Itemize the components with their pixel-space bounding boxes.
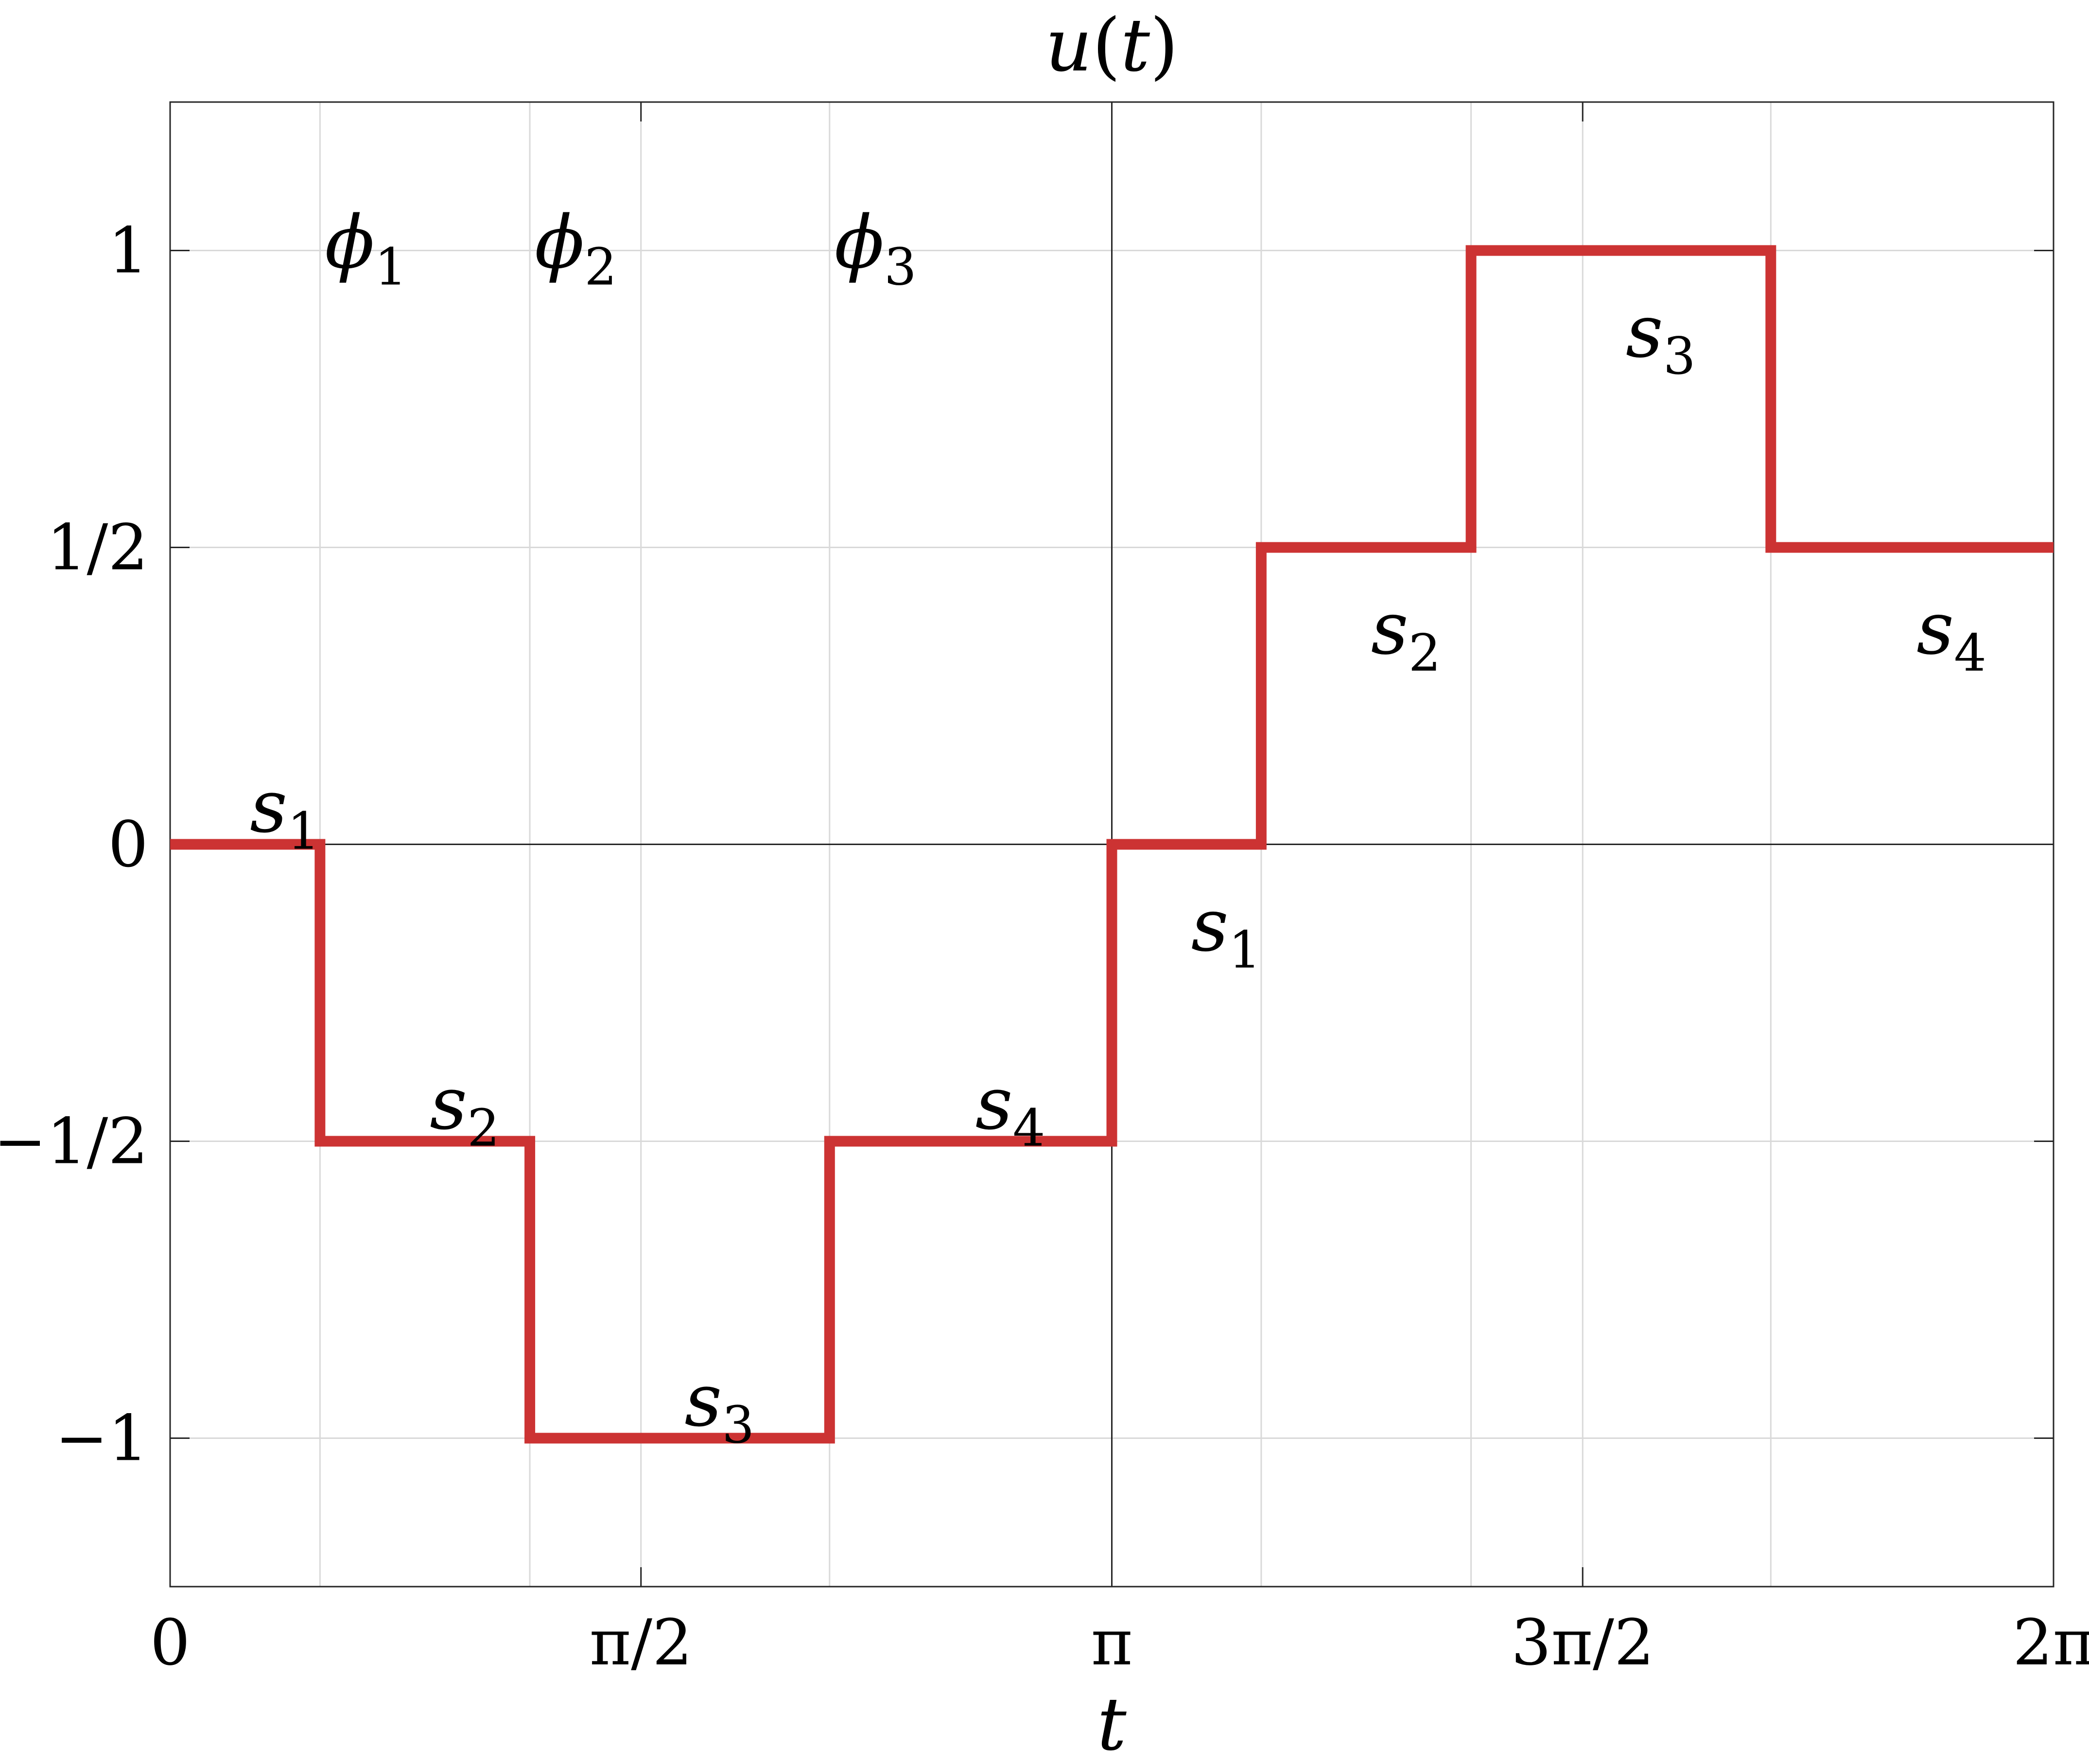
annotation-label: s2 [430,1061,500,1158]
annotation-label: ϕ2 [535,201,617,297]
annotation-symbol: s [1191,883,1229,968]
annotation-subscript: 3 [1663,327,1696,386]
y-tick-label: 1 [108,214,148,288]
x-axis-label: t [1097,1682,1127,1762]
annotation-symbol: s [1626,290,1663,374]
annotation-subscript: 1 [1229,920,1261,980]
x-tick-label: π [1091,1606,1132,1679]
title-part: ) [1150,3,1179,88]
annotation-subscript: 3 [884,238,917,297]
y-tick-label: 0 [108,808,148,882]
annotation-subscript: 3 [722,1395,754,1454]
annotation-label: ϕ3 [835,201,917,297]
annotation-label: ϕ1 [325,201,407,297]
annotation-subscript: 2 [584,238,617,297]
x-tick-label: 2π [2013,1606,2089,1679]
annotation-symbol: s [250,764,287,849]
annotation-symbol: ϕ [325,201,374,285]
series [170,245,2054,1444]
annotation-subscript: 1 [375,238,407,297]
annotation-label: s3 [1626,290,1696,386]
annotation-symbol: s [1371,587,1409,671]
annotation-label: s1 [250,764,320,861]
annotation-label: s4 [975,1061,1045,1158]
x-tick-label: 0 [150,1606,191,1679]
chart-title: u(t) [1045,3,1179,88]
annotation-subscript: 2 [1409,623,1441,683]
annotation-symbol: s [684,1358,722,1443]
annotation-subscript: 2 [467,1098,500,1158]
step-series-line [170,245,2054,1444]
annotation-label: s4 [1916,587,1986,683]
x-tick-label: 3π/2 [1511,1606,1654,1679]
annotation-label: s1 [1191,883,1261,980]
annotation-label: s2 [1371,587,1441,683]
title-part: ( [1092,3,1121,88]
y-tick-label: 1/2 [47,511,148,585]
y-tick-label: −1 [55,1401,148,1475]
annotation-symbol: ϕ [535,201,584,285]
annotation-symbol: s [1916,587,1954,671]
title-part: t [1121,3,1150,88]
annotation-subscript: 4 [1954,623,1986,683]
axis-ticks: 0 π/2 π 3π/2 2π −1 −1/2 0 1/2 1 [0,102,2089,1679]
annotation-symbol: ϕ [835,201,884,285]
annotation-symbol: s [430,1061,467,1146]
annotation-symbol: s [975,1061,1013,1146]
annotation-subscript: 1 [287,801,320,861]
annotation-label: s3 [684,1358,754,1454]
title-part: u [1045,3,1093,88]
x-tick-label: π/2 [590,1606,693,1679]
annotation-subscript: 4 [1013,1098,1045,1158]
y-tick-label: −1/2 [0,1105,148,1178]
